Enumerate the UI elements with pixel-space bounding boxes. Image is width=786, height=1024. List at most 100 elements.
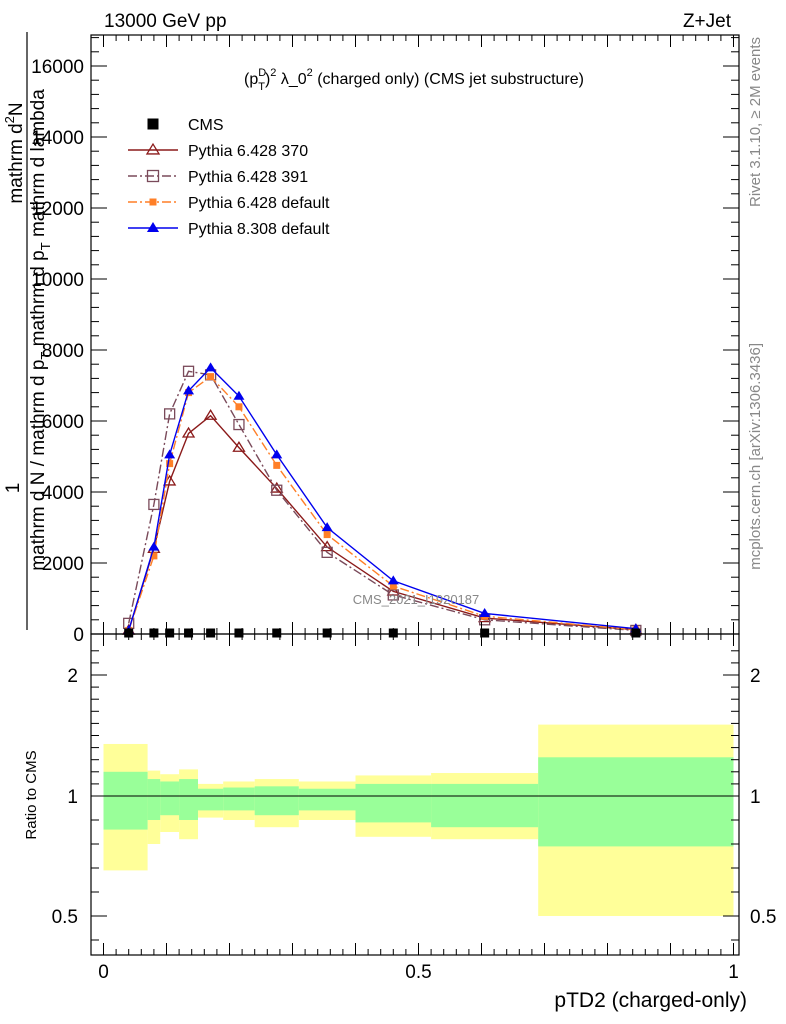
legend-label: Pythia 8.308 default: [188, 221, 330, 238]
series-line: [128, 414, 636, 631]
data-point: [182, 365, 195, 377]
main-series-group: [122, 362, 643, 638]
main-panel: 0 2000 4000 6000 8000 10000 12000 14000 16000: [31, 34, 740, 646]
legend-marker: [145, 142, 161, 155]
ratio-y-tick-label-right: 0.5: [750, 907, 776, 928]
data-point: [270, 481, 284, 493]
main-plot-title: (pD T)2 λ_02 (charged only) (CMS jet subs…: [244, 67, 584, 93]
legend-marker: [149, 198, 157, 206]
series-line: [128, 370, 636, 632]
series-0: [124, 628, 641, 638]
x-tick-label: 0: [98, 962, 109, 983]
y-label-main-numerator: mathrm d N / mathrm d pT mathrm d pT mat…: [28, 89, 53, 571]
data-point: [320, 540, 334, 552]
data-point: [387, 575, 399, 585]
x-axis-label: pTD2 (charged-only): [554, 989, 747, 1012]
ratio-y-tick-label-left: 2: [67, 666, 78, 687]
ratio-stat-uncertainty-band: [538, 757, 734, 847]
legend-marker: [146, 222, 160, 232]
main-y-tick-label: 12000: [31, 199, 84, 220]
data-point: [207, 373, 215, 381]
ratio-y-tick-label-left: 0.5: [52, 907, 78, 928]
main-y-axis-label: 1 mathrm d2N mathrm d N / mathrm d pT ma…: [2, 32, 53, 630]
data-point: [479, 608, 491, 618]
ratio-y-tick-label-right: 1: [750, 787, 761, 808]
data-point: [164, 449, 176, 459]
data-point: [322, 628, 332, 638]
y-label-one: 1: [3, 483, 24, 494]
data-point: [166, 460, 174, 468]
ratio-y-axis-ticks: 0.5 0.5 1 1 2 2: [52, 650, 776, 941]
ratio-panel-frame: [90, 633, 740, 956]
ratio-stat-uncertainty-band: [198, 788, 224, 811]
main-y-axis-ticks: 0 2000 4000 6000 8000 10000 12000 14000 16000: [31, 37, 739, 646]
data-point: [163, 408, 176, 420]
data-point: [184, 628, 194, 638]
main-y-tick-label: 16000: [31, 57, 84, 78]
main-y-tick-label: 14000: [31, 128, 84, 149]
ratio-stat-uncertainty-band: [355, 783, 432, 823]
data-point: [148, 498, 160, 511]
analysis-watermark: CMS_2021_I1920187: [353, 592, 480, 607]
ratio-uncertainty-bands: [103, 724, 734, 916]
ratio-stat-uncertainty-band: [223, 787, 255, 811]
ratio-stat-uncertainty-band: [298, 788, 356, 811]
ratio-stat-uncertainty-band: [254, 786, 299, 816]
legend-label: Pythia 6.428 default: [188, 195, 330, 212]
data-point: [272, 628, 282, 638]
ratio-stat-uncertainty-band: [147, 779, 161, 820]
main-y-tick-label: 2000: [42, 554, 84, 575]
ratio-stat-uncertainty-band: [431, 783, 539, 828]
main-y-tick-label: 8000: [42, 341, 84, 362]
data-point: [165, 628, 175, 638]
legend-label: Pythia 6.428 370: [188, 143, 308, 160]
main-y-tick-label: 0: [73, 625, 84, 646]
header-process-label: Z+Jet: [683, 11, 732, 32]
ratio-stat-uncertainty-band: [103, 771, 148, 830]
data-point: [150, 552, 158, 560]
data-point: [205, 362, 217, 372]
legend-marker: [146, 169, 160, 183]
data-point: [323, 531, 331, 539]
data-point: [389, 582, 397, 590]
main-y-tick-label: 6000: [42, 412, 84, 433]
legend-label: Pythia 6.428 391: [188, 169, 308, 186]
rivet-version-label: Rivet 3.1.10, ≥ 2M events: [747, 37, 764, 207]
data-point: [234, 628, 244, 638]
x-tick-label: 1: [728, 962, 739, 983]
data-point: [235, 403, 243, 411]
data-point: [321, 522, 333, 532]
data-point: [181, 426, 196, 438]
data-point: [183, 385, 195, 395]
data-point: [206, 628, 216, 638]
legend: CMS Pythia 6.428 370 Pythia 6.428 391 Pythi…: [128, 117, 330, 238]
data-point: [271, 484, 283, 496]
data-point: [233, 390, 245, 400]
data-point: [273, 461, 281, 469]
ratio-stat-uncertainty-band: [160, 781, 180, 816]
header-energy-label: 13000 GeV pp: [104, 11, 227, 32]
legend-marker: [147, 118, 159, 130]
data-point: [233, 418, 245, 431]
data-point: [271, 449, 283, 459]
data-point: [203, 409, 218, 420]
x-axis-ticks: 0 0.5 1: [98, 35, 739, 983]
data-point: [631, 628, 641, 638]
data-point: [321, 546, 333, 558]
data-point: [480, 628, 490, 638]
ratio-panel: 0.5 0.5 1 1 2 2: [52, 633, 776, 956]
ratio-stat-uncertainty-band: [179, 779, 198, 820]
legend-label: CMS: [188, 117, 224, 134]
ratio-y-tick-label-right: 2: [750, 666, 761, 687]
data-point: [387, 589, 399, 601]
y-label-prefactor-denominator: mathrm d2N: [2, 102, 27, 203]
x-tick-label: 0.5: [405, 962, 431, 983]
ratio-y-tick-label-left: 1: [67, 787, 78, 808]
ratio-y-axis-label: Ratio to CMS: [23, 750, 40, 839]
data-point: [148, 541, 160, 551]
main-y-tick-label: 10000: [31, 270, 84, 291]
main-y-tick-label: 4000: [42, 483, 84, 504]
mcplots-reference-label: mcplots.cern.ch [arXiv:1306.3436]: [747, 343, 764, 570]
data-point: [232, 440, 246, 452]
